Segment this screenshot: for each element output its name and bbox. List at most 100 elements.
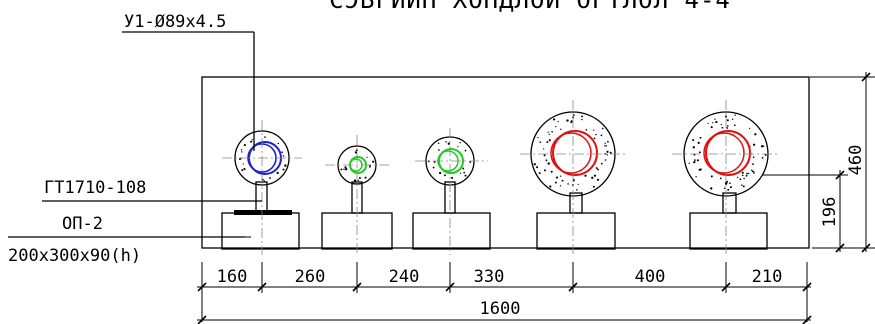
speckle-dot xyxy=(577,183,579,186)
speckle-dot xyxy=(552,118,556,121)
speckle-dot xyxy=(366,156,368,159)
pipe-5-inner xyxy=(703,132,745,174)
speckle-dot xyxy=(550,170,553,173)
speckle-dot xyxy=(592,185,595,188)
speckle-dot xyxy=(547,131,549,133)
speckle-dot xyxy=(438,171,442,175)
speckle-dot xyxy=(570,120,573,123)
speckle-dot xyxy=(698,151,701,154)
speckle-dot xyxy=(604,159,607,161)
pads xyxy=(221,212,768,250)
speckle-dot xyxy=(281,151,283,154)
speckle-dot xyxy=(596,178,600,181)
speckle-dot xyxy=(734,114,736,116)
speckle-dot xyxy=(721,126,724,129)
speckle-dot xyxy=(464,149,467,152)
pipe-5-outer xyxy=(705,130,751,176)
speckle-dot xyxy=(573,114,575,116)
speckle-dot xyxy=(551,130,553,133)
speckle-dot xyxy=(354,151,358,154)
speckle-dot xyxy=(243,144,246,147)
speckle-dot xyxy=(447,142,450,145)
pad-5 xyxy=(689,212,768,250)
speckle-dot xyxy=(269,177,271,179)
pad-4 xyxy=(536,212,616,250)
speckle-dot xyxy=(573,180,575,182)
speckle-dot xyxy=(345,168,348,171)
speckle-dot xyxy=(733,124,736,127)
speckle-dot xyxy=(358,176,361,180)
speckle-dot xyxy=(715,120,718,124)
dim-6: 210 xyxy=(752,267,783,287)
speckle-dot xyxy=(752,163,754,166)
center-axes xyxy=(222,100,780,255)
stem-5 xyxy=(722,192,737,214)
pipe-label: У1-Ø89x4.5 xyxy=(124,12,226,32)
speckle-dot xyxy=(696,159,699,162)
speckle-dot xyxy=(741,184,743,187)
dimension-chain xyxy=(197,262,812,324)
speckle-dot xyxy=(692,146,695,149)
speckle-dot xyxy=(282,169,285,171)
speckle-dot xyxy=(462,167,465,170)
speckle-dot xyxy=(584,174,587,177)
speckle-dot xyxy=(688,162,690,164)
speckle-dot xyxy=(707,122,709,124)
speckle-dot xyxy=(731,118,734,120)
speckle-dot xyxy=(432,166,435,169)
speckle-dot xyxy=(460,172,462,174)
speckle-dot xyxy=(604,145,606,147)
dim-5: 400 xyxy=(635,267,666,287)
speckle-dot xyxy=(241,151,243,153)
speckle-dot xyxy=(601,162,603,165)
speckle-dot xyxy=(710,126,713,129)
speckle-dot xyxy=(726,125,729,127)
speckle-dot xyxy=(576,189,578,191)
speckle-dot xyxy=(240,149,243,151)
speckle-dot xyxy=(739,178,742,181)
dim-height-axis: 196 xyxy=(820,197,840,228)
speckle-dot xyxy=(741,171,744,174)
speckle-dot xyxy=(357,179,359,182)
pad-1 xyxy=(221,212,300,250)
speckle-dot xyxy=(543,169,547,172)
speckle-dot xyxy=(595,133,597,136)
speckle-dot xyxy=(546,141,549,144)
speckle-dot xyxy=(372,160,375,163)
pipe-4-outer xyxy=(552,130,598,176)
dim-1: 160 xyxy=(217,267,248,287)
speckle-dot xyxy=(591,176,594,179)
speckle-dot xyxy=(343,168,345,170)
speckle-dot xyxy=(736,176,739,179)
speckle-dot xyxy=(463,171,466,174)
speckle-dot xyxy=(752,156,755,158)
pad-3 xyxy=(412,212,491,250)
speckle-dot xyxy=(545,159,548,162)
speckle-dot xyxy=(353,179,357,182)
speckle-dot xyxy=(724,182,728,185)
speckle-dot xyxy=(698,168,701,171)
speckle-dot xyxy=(561,179,564,182)
speckle-dot xyxy=(720,123,722,126)
speckle-dot xyxy=(726,119,729,122)
speckle-dot xyxy=(726,127,729,129)
speckle-dot xyxy=(249,141,252,143)
speckle-dot xyxy=(764,153,767,156)
speckle-dot xyxy=(243,167,246,171)
speckle-dot xyxy=(745,174,748,177)
trench-outline xyxy=(201,76,810,249)
speckle-dot xyxy=(581,118,583,121)
speckle-dot xyxy=(710,187,713,190)
speckle-dot xyxy=(761,157,764,159)
speckle-dot xyxy=(340,168,343,171)
speckle-dot xyxy=(593,174,597,177)
speckle-dot xyxy=(743,177,745,180)
speckle-dot xyxy=(264,136,266,138)
speckle-dot xyxy=(693,160,696,164)
speckle-dot xyxy=(593,137,596,140)
speckle-dot xyxy=(242,163,245,165)
speckle-dot xyxy=(536,166,539,169)
speckle-dot xyxy=(752,143,756,146)
speckle-dot xyxy=(548,139,551,142)
speckle-dot xyxy=(754,133,757,136)
